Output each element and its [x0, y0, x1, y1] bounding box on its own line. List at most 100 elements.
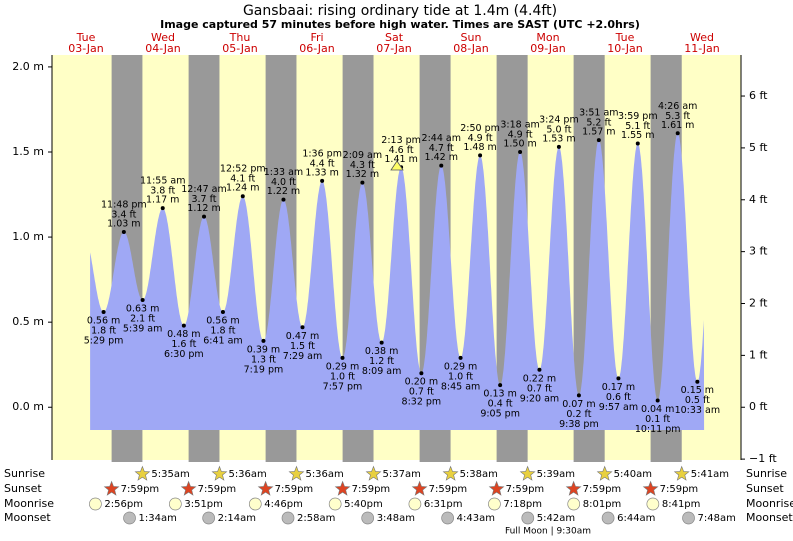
chart-title: Gansbaai: rising ordinary tide at 1.4m (…: [243, 3, 557, 19]
extreme-label: 1:36 pm: [302, 148, 342, 159]
extreme-dot: [635, 141, 640, 146]
extreme-label: 4.0 ft: [271, 177, 296, 188]
y2-tick-label: 4 ft: [749, 193, 768, 206]
extreme-dot: [556, 144, 561, 149]
extreme-label: 4.6 ft: [389, 145, 414, 156]
extreme-label: 11:48 pm: [101, 199, 147, 210]
extreme-label: 2:09 am: [343, 150, 382, 161]
extreme-label: 0.7 ft: [409, 387, 434, 398]
sun-icon: [519, 465, 536, 481]
day-date: 07-Jan: [376, 42, 412, 55]
extreme-dot: [537, 367, 542, 372]
extreme-label: 0.29 m: [444, 361, 477, 372]
extreme-label: 0.7 ft: [527, 383, 552, 394]
extreme-label: 1.33 m: [305, 167, 338, 178]
extreme-dot: [695, 379, 700, 384]
extreme-label: 1.03 m: [107, 218, 140, 229]
extreme-label: 0.48 m: [167, 329, 200, 340]
moonset-time: 6:44am: [617, 513, 655, 524]
row-label-right: Sunrise: [746, 467, 787, 480]
extreme-dot: [518, 149, 523, 154]
day-name: Fri: [310, 31, 323, 44]
sun-icon: [596, 465, 613, 481]
moonrise-time: 7:18pm: [503, 499, 542, 510]
extreme-label: 0.39 m: [247, 344, 280, 355]
y2-tick-label: 3 ft: [749, 245, 768, 258]
extreme-label: 7:29 am: [283, 351, 322, 362]
extreme-label: 3:51 am: [579, 108, 618, 119]
day-name: Tue: [76, 31, 96, 44]
extreme-label: 1.5 ft: [290, 341, 315, 352]
y2-tick-label: 5 ft: [749, 141, 768, 154]
extreme-label: 0.56 m: [87, 315, 120, 326]
y-tick-label: 1.0 m: [12, 230, 44, 243]
extreme-dot: [439, 163, 444, 168]
y2-tick-label: −1 ft: [749, 452, 777, 465]
extreme-dot: [379, 340, 384, 345]
now-marker: [390, 160, 404, 171]
extreme-label: 1.22 m: [267, 186, 300, 197]
y2-tick-label: 0 ft: [749, 400, 768, 413]
sunset-time: 7:59pm: [198, 484, 237, 495]
moon-icon: [248, 497, 262, 511]
extreme-label: 4:26 am: [658, 101, 697, 112]
y-tick-label: 1.5 m: [12, 145, 44, 158]
sunset-time: 7:59pm: [506, 484, 545, 495]
moonrise-time: 4:46pm: [264, 499, 303, 510]
extreme-label: 7:57 pm: [323, 381, 363, 392]
sun-icon: [565, 480, 582, 496]
extreme-dot: [498, 383, 503, 388]
moon-icon: [169, 497, 182, 511]
extreme-dot: [300, 325, 305, 330]
day-name: Wed: [690, 31, 714, 44]
extreme-label: 5:39 am: [123, 324, 162, 335]
extreme-label: 0.2 ft: [566, 409, 591, 420]
sun-icon: [442, 465, 459, 481]
moon-icon: [646, 497, 660, 511]
extreme-label: 1.8 ft: [210, 325, 235, 336]
extreme-label: 2:50 pm: [460, 123, 500, 134]
extreme-label: 8:09 am: [362, 366, 401, 377]
extreme-label: 1.2 ft: [369, 356, 394, 367]
extreme-dot: [675, 131, 680, 136]
chart-subtitle: Image captured 57 minutes before high wa…: [160, 18, 640, 31]
extreme-label: 3.8 ft: [150, 186, 175, 197]
extreme-label: 0.5 ft: [685, 395, 710, 406]
sun-icon: [642, 480, 659, 496]
extreme-label: 1.53 m: [542, 133, 575, 144]
extreme-label: 0.6 ft: [606, 392, 631, 403]
extreme-label: 9:38 pm: [559, 419, 599, 430]
sunrise-time: 5:36am: [305, 469, 343, 480]
sunrise-time: 5:37am: [383, 469, 421, 480]
moon-icon: [202, 511, 216, 525]
day-date: 05-Jan: [222, 42, 258, 55]
extreme-label: 12:52 pm: [220, 164, 266, 175]
moonset-time: 7:48am: [698, 513, 736, 524]
extreme-label: 1.17 m: [146, 195, 179, 206]
extreme-label: 0.15 m: [681, 385, 714, 396]
extreme-label: 1.50 m: [503, 138, 536, 149]
moonrise-time: 8:01pm: [583, 499, 622, 510]
extreme-label: 1.57 m: [582, 127, 615, 138]
moon-icon: [328, 497, 342, 511]
extreme-label: 3:18 am: [500, 119, 539, 130]
sun-icon: [257, 480, 274, 496]
extreme-label: 8:32 pm: [402, 397, 442, 408]
extreme-label: 4.9 ft: [468, 133, 493, 144]
extreme-label: 1.61 m: [661, 120, 694, 131]
y-tick-label: 2.0 m: [12, 60, 44, 73]
extreme-label: 0.07 m: [562, 399, 595, 410]
extreme-label: 1.3 ft: [251, 354, 276, 365]
extreme-label: 0.63 m: [126, 304, 159, 315]
sun-icon: [288, 465, 305, 481]
moonrise-time: 3:51pm: [184, 499, 223, 510]
extreme-label: 11:55 am: [140, 176, 185, 187]
y-tick-label: 0.0 m: [12, 400, 44, 413]
extreme-label: 5.2 ft: [586, 118, 611, 129]
extreme-label: 6:41 am: [203, 335, 242, 346]
moonrise-time: 8:41pm: [662, 499, 701, 510]
day-date: 06-Jan: [299, 42, 335, 55]
moon-icon: [567, 497, 581, 511]
extreme-dot: [202, 214, 207, 219]
